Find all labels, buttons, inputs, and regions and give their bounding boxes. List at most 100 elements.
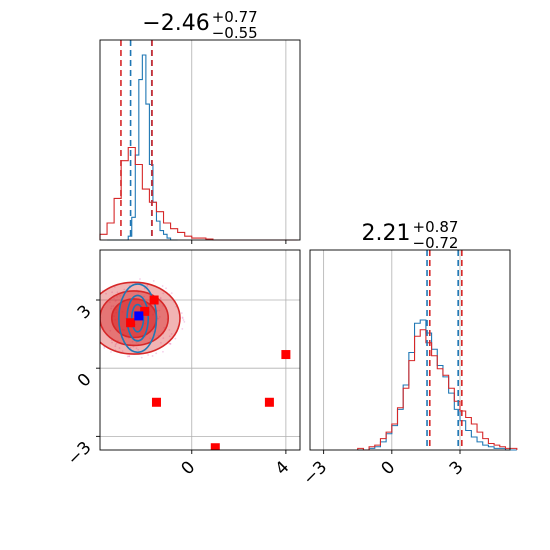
y-tick-label-0: −3 [64,438,96,470]
red-square-marker-1 [126,318,136,328]
sample-point [160,342,162,344]
sample-point [98,317,100,319]
sample-point [174,337,177,340]
x-tick-label-1: 4 [272,457,294,479]
sample-point [108,301,111,304]
sample-point [109,329,112,332]
histogram-step-series-1 [99,146,298,241]
sample-point [162,292,165,295]
x-tick-label-2: 3 [446,457,468,479]
sample-point [158,309,161,312]
sample-point [180,312,183,314]
sample-point [169,343,172,345]
sample-point [170,333,173,335]
title-bottom-right-sub: −0.72 [413,234,459,252]
x-tick-label-0: 0 [178,457,200,479]
x-tick-label-1: 0 [378,457,400,479]
contour-1-level-2 [130,303,145,333]
sample-point [111,341,113,344]
sample-point [163,326,166,329]
sample-point [152,280,155,282]
sample-point [113,297,116,300]
sample-point [181,317,184,320]
sample-point [181,328,184,330]
sample-point [169,342,172,345]
sample-point [170,292,173,295]
y-tick-label-2: 3 [74,301,96,323]
contour-1-level-0 [118,283,158,354]
sample-point [128,355,131,358]
title-top-left-value: −2.46 [142,11,209,36]
sample-point [162,337,165,340]
sample-point [149,337,152,340]
title-bottom-right: 2.21 +0.87 −0.72 [362,218,459,252]
panel-bottom-right: 2.21 +0.87 −0.72 −3 0 3 [299,218,518,489]
sample-point [92,303,94,305]
sample-point [143,287,146,290]
sample-point [114,345,117,348]
sample-point [119,294,122,297]
x-tick-label-0: −3 [299,457,331,489]
sample-point [139,278,141,280]
sample-point [118,347,121,349]
panel-top-left: −2.46 +0.77 −0.55 [99,8,301,244]
sample-point [129,346,132,349]
sample-point [159,297,162,300]
sample-point [98,309,100,311]
sample-point [126,355,129,358]
title-top-left: −2.46 +0.77 −0.55 [142,8,257,42]
red-square-marker-6 [210,443,220,450]
histogram-step-series-0 [357,319,517,451]
sample-point [162,350,164,353]
sample-point [168,329,171,331]
red-square-marker-2 [140,306,150,316]
sample-point [96,342,98,344]
sample-point [143,295,145,298]
red-square-marker-5 [264,397,274,407]
sample-point [137,348,140,351]
sample-point [115,299,117,302]
histogram-step-series-0 [107,54,178,241]
sample-point [131,340,134,343]
axes-frame-bottom-right [309,249,511,451]
sample-point [165,287,167,290]
sample-point [114,343,117,346]
sample-point [114,300,117,303]
sample-point [135,347,138,350]
sample-point [96,332,98,334]
sample-point [115,342,118,345]
sample-point [110,305,113,308]
axes-frame-top-left [99,39,301,241]
sample-point [116,291,119,294]
sample-point [147,354,150,356]
title-top-left-sub: −0.55 [212,24,258,42]
sample-point [168,342,171,345]
sample-point [135,341,138,344]
blue-square-marker-0 [134,311,144,321]
y-tick-label-1: 0 [74,370,96,392]
sample-point [151,355,154,357]
sample-point [110,351,112,353]
sample-point [111,291,114,294]
sample-point [103,347,106,349]
red-square-marker-3 [281,350,291,360]
sample-point [128,355,131,358]
sample-point [168,335,171,338]
sample-point [140,356,143,359]
sample-point [161,285,164,287]
title-bottom-right-value: 2.21 [362,221,411,246]
sample-point [93,318,95,320]
panel-bottom-left: 0 4 −3 0 3 [64,249,301,479]
sample-point [132,345,135,348]
sample-point [155,352,158,355]
sample-point [110,307,113,310]
title-bottom-right-sup: +0.87 [413,218,459,236]
title-top-left-sup: +0.77 [212,8,258,26]
sample-point [97,331,99,333]
sample-point [182,319,185,321]
sample-point [146,285,149,287]
sample-point [121,350,124,353]
sample-point [105,292,107,295]
sample-point [116,295,118,298]
